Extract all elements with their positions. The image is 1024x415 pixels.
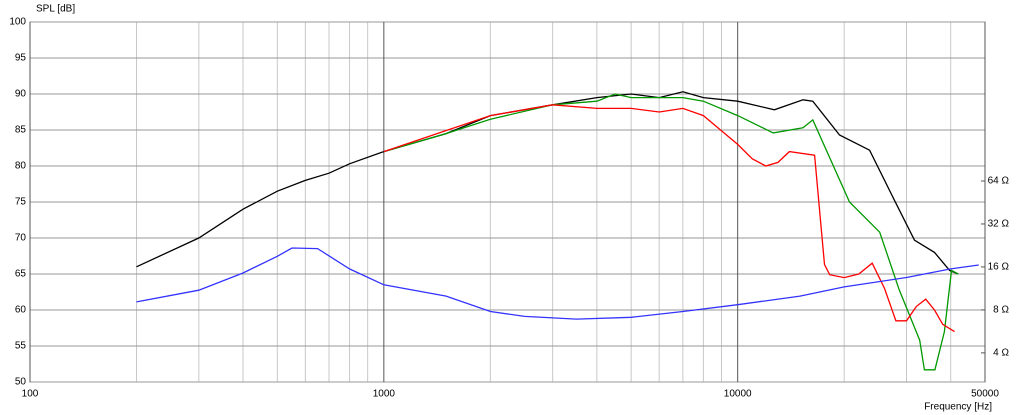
y-tick-label: 85 bbox=[15, 125, 27, 136]
y-tick-label: 50 bbox=[15, 377, 27, 388]
y2-tick-label: 64 Ω bbox=[988, 176, 1010, 187]
y-tick-label: 100 bbox=[9, 17, 26, 28]
x-tick-label: 50000 bbox=[971, 389, 999, 400]
x-axis-label: Frequency [Hz] bbox=[924, 402, 992, 413]
y-tick-label: 60 bbox=[15, 305, 27, 316]
y2-tick-label: 8 Ω bbox=[993, 305, 1009, 316]
y-tick-label: 55 bbox=[15, 341, 27, 352]
x-tick-label: 1000 bbox=[373, 389, 396, 400]
series-line bbox=[136, 247, 979, 320]
y2-tick-label: 16 Ω bbox=[988, 262, 1010, 273]
y-tick-label: 75 bbox=[15, 197, 27, 208]
y2-tick-label: 32 Ω bbox=[988, 219, 1010, 230]
y-tick-label: 90 bbox=[15, 89, 27, 100]
y-tick-label: 65 bbox=[15, 269, 27, 280]
y-axis-label: SPL [dB] bbox=[36, 4, 75, 15]
y-tick-label: 70 bbox=[15, 233, 27, 244]
series-line bbox=[383, 104, 955, 333]
x-tick-label: 100 bbox=[22, 389, 39, 400]
y-tick-label: 80 bbox=[15, 161, 27, 172]
y2-tick-label: 4 Ω bbox=[993, 348, 1009, 359]
y-tick-label: 95 bbox=[15, 53, 27, 64]
series-line bbox=[383, 93, 959, 371]
x-tick-label: 10000 bbox=[724, 389, 752, 400]
